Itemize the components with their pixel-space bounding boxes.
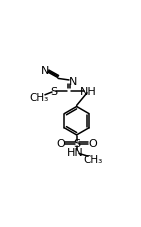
Text: N: N [69,77,78,87]
Text: O: O [88,138,97,148]
Text: HN: HN [67,147,84,157]
Text: CH₃: CH₃ [30,92,49,102]
Text: NH: NH [80,86,97,96]
Text: S: S [50,86,57,96]
Text: S: S [73,138,80,148]
Text: N: N [41,66,50,76]
Text: CH₃: CH₃ [83,155,103,165]
Text: O: O [56,138,65,148]
